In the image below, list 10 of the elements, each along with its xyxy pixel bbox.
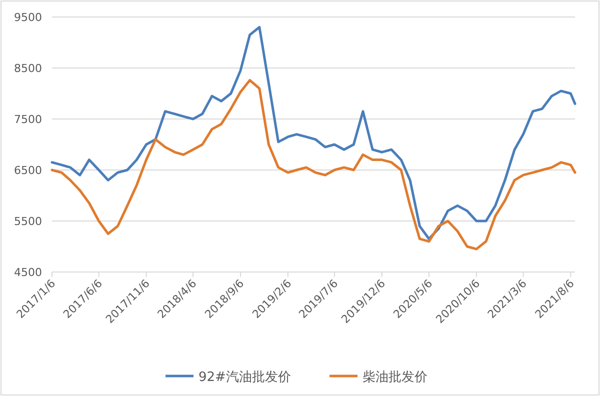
y-tick-label: 7500	[14, 113, 42, 126]
y-tick-label: 8500	[14, 62, 42, 75]
y-tick-label: 4500	[14, 266, 42, 279]
line-series	[50, 26, 576, 240]
y-tick-label: 6500	[14, 164, 42, 177]
line-series	[50, 78, 576, 250]
y-tick-label: 9500	[14, 11, 42, 24]
y-tick-label: 5500	[14, 215, 42, 228]
legend-label: 92#汽油批发价	[198, 370, 291, 385]
legend-label: 柴油批发价	[362, 370, 428, 385]
